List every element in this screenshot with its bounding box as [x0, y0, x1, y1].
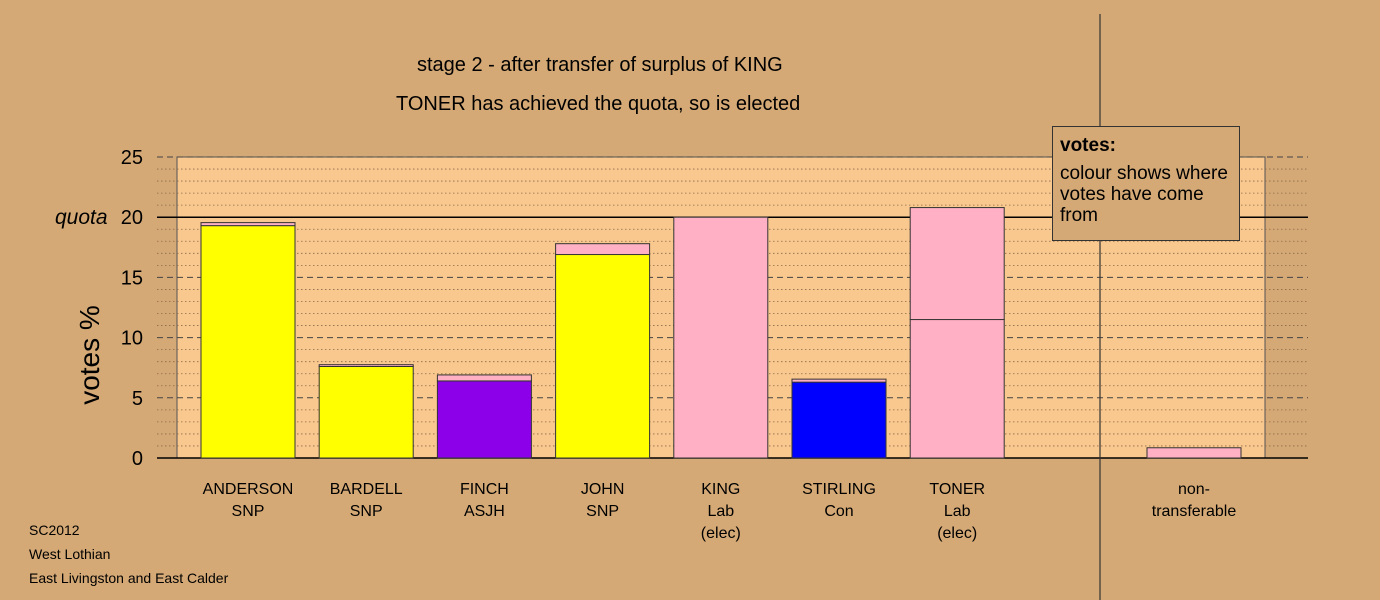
x-tick-label: ANDERSON — [203, 481, 294, 498]
y-tick-label: 10 — [121, 328, 143, 350]
y-tick-label: 25 — [121, 147, 143, 169]
x-tick-label: ASJH — [464, 503, 505, 520]
footer-code: SC2012 — [29, 522, 80, 538]
bar-segment — [318, 364, 414, 367]
footer-council: West Lothian — [29, 546, 111, 562]
non-transferable-bar — [1146, 447, 1242, 459]
bar-segment — [909, 207, 1005, 321]
x-tick-label: Lab — [944, 503, 971, 520]
x-tick-label: FINCH — [460, 481, 509, 498]
bar-segment — [555, 254, 651, 459]
y-axis-label: votes % — [74, 305, 105, 405]
x-tick-label: transferable — [1152, 503, 1237, 520]
bar-segment — [318, 365, 414, 459]
x-tick-label: non- — [1178, 481, 1210, 498]
x-tick-label: BARDELL — [330, 481, 403, 498]
legend-title: votes: — [1060, 135, 1116, 156]
bar-segment — [673, 216, 769, 459]
bar-segment — [555, 243, 651, 256]
y-tick-label: 0 — [132, 448, 143, 470]
chart-subtitle: TONER has achieved the quota, so is elec… — [396, 93, 801, 115]
x-tick-label: (elec) — [701, 525, 741, 542]
bar-segment — [436, 380, 532, 459]
y-tick-label: 5 — [132, 388, 143, 410]
x-tick-label: Con — [824, 503, 853, 520]
bar-segment — [200, 225, 296, 459]
x-tick-label: (elec) — [937, 525, 977, 542]
x-tick-label: SNP — [586, 503, 619, 520]
y-tick-label: 20 — [121, 207, 143, 229]
x-tick-label: SNP — [350, 503, 383, 520]
chart-title: stage 2 - after transfer of surplus of K… — [417, 54, 783, 76]
y-tick-label: 15 — [121, 267, 143, 289]
bar-segment — [791, 381, 887, 459]
x-tick-label: Lab — [707, 503, 734, 520]
legend-text: colour shows where votes have come from — [1060, 163, 1228, 226]
legend: votes: colour shows where votes have com… — [1052, 126, 1240, 241]
x-tick-label: KING — [701, 481, 740, 498]
x-tick-label: TONER — [929, 481, 985, 498]
quota-label: quota — [55, 206, 108, 229]
bar-segment — [436, 374, 532, 382]
x-tick-label: STIRLING — [802, 481, 876, 498]
x-tick-label: JOHN — [581, 481, 625, 498]
footer-ward: East Livingston and East Calder — [29, 570, 229, 586]
x-tick-label: SNP — [232, 503, 265, 520]
bar-segment — [909, 319, 1005, 459]
bar-segment — [791, 378, 887, 383]
bar-segment — [200, 222, 296, 227]
